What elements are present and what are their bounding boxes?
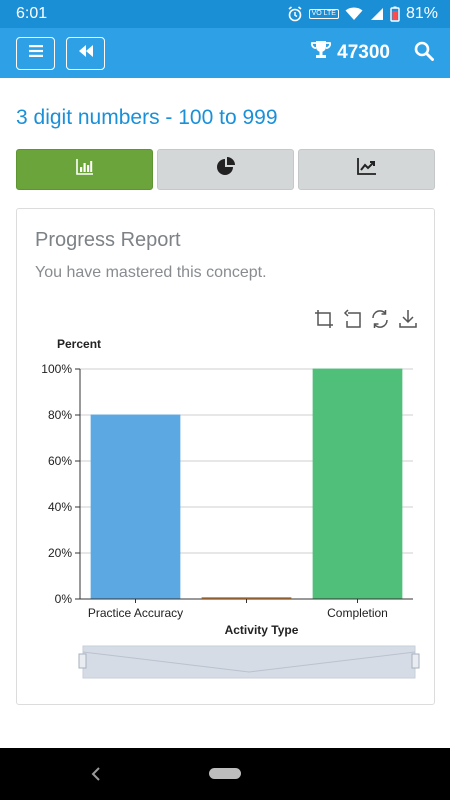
zoom-slider-track: [82, 645, 416, 679]
chart-toolbox: [314, 309, 418, 329]
signal-icon: [369, 7, 384, 21]
battery-percent: 81%: [405, 5, 438, 22]
bar: [90, 414, 181, 600]
chart-tabs: [16, 149, 435, 190]
nav-home-pill[interactable]: [209, 768, 241, 779]
pie-chart-icon: [216, 157, 236, 182]
app-bar: 47300: [0, 28, 450, 78]
score-value: 47300: [337, 42, 390, 63]
bar-chart-icon: [75, 159, 94, 180]
trophy-icon: [310, 40, 332, 66]
y-tick-label: 80%: [48, 408, 72, 422]
score-display: 47300: [310, 40, 390, 66]
trend-chart-icon: [356, 158, 377, 181]
status-bar: 6:01 VO LTE 81%: [0, 0, 450, 28]
search-button[interactable]: [414, 41, 434, 66]
y-tick-label: 100%: [41, 362, 72, 376]
menu-icon: [28, 44, 43, 62]
alarm-icon: [287, 6, 303, 22]
download-icon[interactable]: [398, 309, 418, 329]
x-tick-label: Practice Accuracy: [88, 606, 183, 620]
report-title: Progress Report: [35, 229, 181, 251]
tab-trend-chart[interactable]: [298, 149, 435, 190]
back-button[interactable]: [66, 36, 105, 70]
y-tick-label: 0%: [55, 592, 73, 606]
progress-bar-chart: Percent 0% 20% 40% 60% 80% 100% Practice Accura…: [41, 337, 420, 679]
menu-button[interactable]: [16, 36, 55, 70]
wifi-icon: [345, 7, 363, 21]
x-axis-title: Activity Type: [225, 623, 299, 637]
battery-icon: [390, 6, 400, 22]
rewind-icon: [78, 44, 94, 62]
zoom-handle-left: [78, 653, 87, 669]
status-time: 6:01: [16, 5, 48, 22]
zoom-slider-preview: [82, 651, 416, 673]
status-icons: VO LTE 81%: [287, 5, 438, 23]
page-title: 3 digit numbers - 100 to 999: [16, 106, 278, 129]
tab-pie-chart[interactable]: [157, 149, 294, 190]
zoom-reset-icon[interactable]: [342, 309, 362, 329]
search-icon: [414, 41, 434, 66]
y-tick-label: 20%: [48, 546, 72, 560]
tab-bar-chart[interactable]: [16, 149, 153, 190]
y-tick-label: 40%: [48, 500, 72, 514]
nav-back-icon[interactable]: [90, 766, 102, 787]
restore-icon[interactable]: [370, 309, 390, 329]
y-tick-label: 60%: [48, 454, 72, 468]
bar: [312, 368, 403, 600]
x-tick-label: Completion: [327, 606, 388, 620]
zoom-handle-right: [411, 653, 420, 669]
nav-bar: [0, 748, 450, 800]
area-zoom-icon[interactable]: [314, 309, 334, 329]
y-axis-title: Percent: [57, 337, 101, 351]
report-subtitle: You have mastered this concept.: [35, 264, 267, 281]
volte-badge: VO LTE: [308, 9, 339, 19]
progress-report-card: Progress Report You have mastered this c…: [16, 208, 435, 705]
